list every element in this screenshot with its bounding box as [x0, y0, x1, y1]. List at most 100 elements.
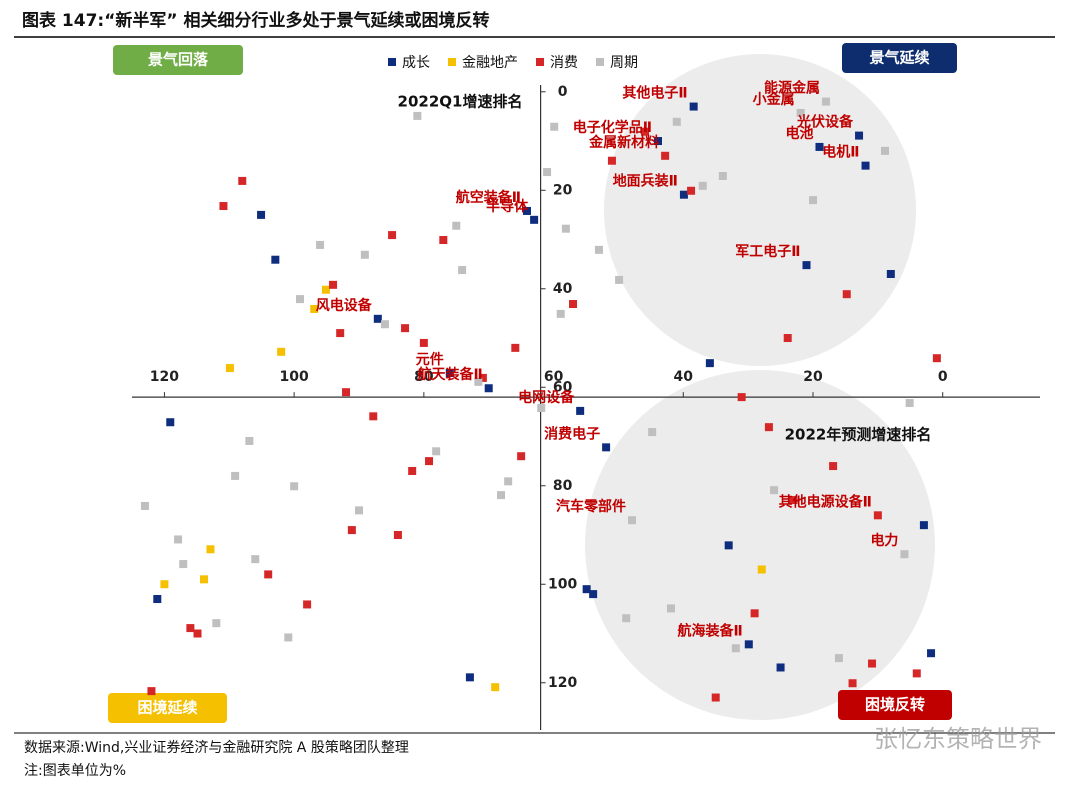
point [848, 679, 857, 688]
point [886, 269, 895, 278]
point [873, 511, 882, 520]
point [737, 393, 746, 402]
point [245, 436, 254, 445]
point-label: 地面兵装Ⅱ [613, 173, 678, 190]
point [802, 261, 811, 270]
quadrant-tag [842, 43, 957, 73]
point-label: 光伏设备 [796, 114, 854, 131]
point [295, 295, 304, 304]
y-tick-label: 20 [553, 182, 573, 198]
point [796, 108, 805, 117]
point [912, 669, 921, 678]
x-tick-label: 20 [803, 369, 823, 385]
point [413, 111, 422, 120]
point-label: 电池 [785, 125, 813, 142]
y-tick-label: 80 [553, 478, 573, 494]
point [206, 545, 215, 554]
point [408, 466, 417, 475]
point [731, 644, 740, 653]
point [582, 585, 591, 594]
quadrant-label: 困境反转 [865, 696, 925, 714]
y-tick-label: 0 [558, 84, 568, 100]
point [174, 535, 183, 544]
point [718, 171, 727, 180]
point-label: 汽车零部件 [556, 498, 626, 515]
point [932, 354, 941, 363]
point [497, 491, 506, 500]
point-label: 电网设备 [518, 389, 575, 406]
point [212, 619, 221, 628]
point [369, 412, 378, 421]
point [522, 206, 531, 215]
x-tick-label: 100 [280, 369, 309, 385]
point [666, 604, 675, 613]
point [277, 347, 286, 356]
point [342, 388, 351, 397]
point [347, 526, 356, 535]
point-label: 电子化学品Ⅱ [573, 119, 652, 136]
y-tick-label: 100 [548, 576, 577, 592]
point [834, 654, 843, 663]
highlight-circle [585, 370, 935, 720]
point [776, 663, 785, 672]
point [484, 384, 493, 393]
point-label: 消费电子 [544, 425, 600, 442]
point [628, 516, 637, 525]
point [199, 575, 208, 584]
y-tick-label: 60 [553, 379, 573, 395]
point [373, 314, 382, 323]
point [550, 122, 559, 131]
quadrant-label: 景气回落 [148, 51, 209, 69]
legend-swatch [596, 58, 604, 66]
point-label: 金属新材料 [588, 134, 659, 151]
point [360, 250, 369, 259]
point [757, 565, 766, 574]
point-label: 航空装备Ⅱ [456, 189, 521, 206]
point-label: 航天装备Ⅱ [417, 366, 482, 383]
point [576, 406, 585, 415]
point [679, 190, 688, 199]
point [900, 550, 909, 559]
quadrant-tag [113, 45, 243, 75]
point [698, 181, 707, 190]
unit-note: 注:图表单位为% [24, 763, 126, 779]
source-note: 数据来源:Wind,兴业证券经济与金融研究院 A 股策略团队整理 [24, 739, 409, 756]
point [880, 146, 889, 155]
legend-label: 消费 [550, 55, 578, 71]
point [316, 240, 325, 249]
legend-swatch [448, 58, 456, 66]
legend-swatch [536, 58, 544, 66]
point [336, 329, 345, 338]
point [561, 224, 570, 233]
point [355, 506, 363, 515]
point [251, 555, 260, 564]
point [179, 560, 188, 569]
point [543, 168, 552, 177]
point-label: 小金属 [753, 91, 795, 108]
point [556, 309, 565, 318]
x-tick-label: 60 [544, 369, 564, 385]
point [445, 368, 454, 377]
quadrant-label: 景气延续 [869, 49, 929, 67]
point [789, 496, 798, 505]
point [919, 521, 928, 530]
point [439, 236, 448, 245]
point [783, 334, 792, 343]
point [290, 482, 299, 491]
point [271, 255, 280, 264]
point [687, 186, 696, 195]
point [855, 131, 864, 140]
point [724, 541, 733, 550]
point [432, 447, 441, 456]
point [607, 156, 616, 165]
point [458, 266, 467, 275]
point [238, 176, 247, 185]
point [284, 633, 293, 642]
point [517, 452, 526, 461]
y-tick-label: 40 [553, 281, 573, 297]
highlight-circle [604, 54, 916, 366]
point [511, 343, 520, 352]
point [225, 364, 234, 373]
point [711, 693, 720, 702]
